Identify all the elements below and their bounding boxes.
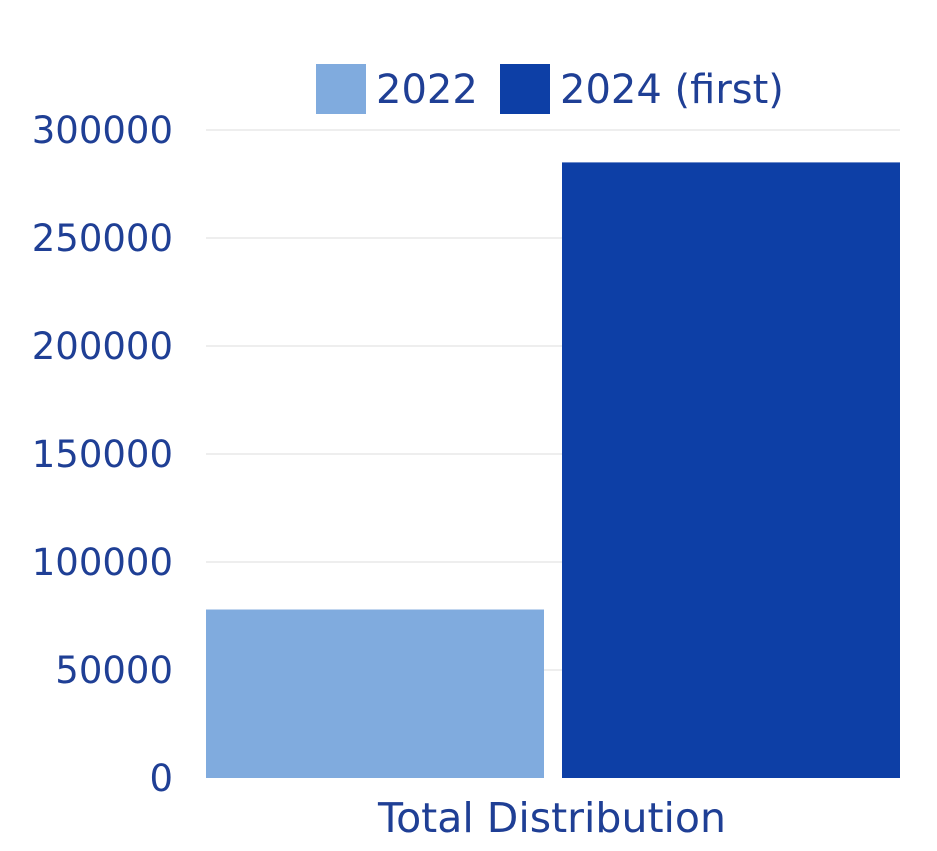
y-tick-label-100000: 100000 [32,541,173,584]
y-tick-label-250000: 250000 [32,217,173,260]
y-tick-label-50000: 50000 [55,649,173,692]
legend-label-2024-first: 2024 (first) [560,67,784,113]
bar-2024-first [562,162,900,778]
y-tick-label-0: 0 [149,757,173,800]
y-tick-label-150000: 150000 [32,433,173,476]
bars [206,162,900,778]
x-axis-category-label: Total Distribution [377,794,726,842]
legend: 2022 2024 (first) [316,64,784,114]
legend-swatch-2024-first [500,64,550,114]
y-tick-label-300000: 300000 [32,109,173,152]
y-axis-tick-labels: 0 50000 100000 150000 200000 250000 300000 [32,109,173,800]
legend-label-2022: 2022 [376,67,478,113]
legend-swatch-2022 [316,64,366,114]
bar-2022 [206,609,544,778]
y-tick-label-200000: 200000 [32,325,173,368]
